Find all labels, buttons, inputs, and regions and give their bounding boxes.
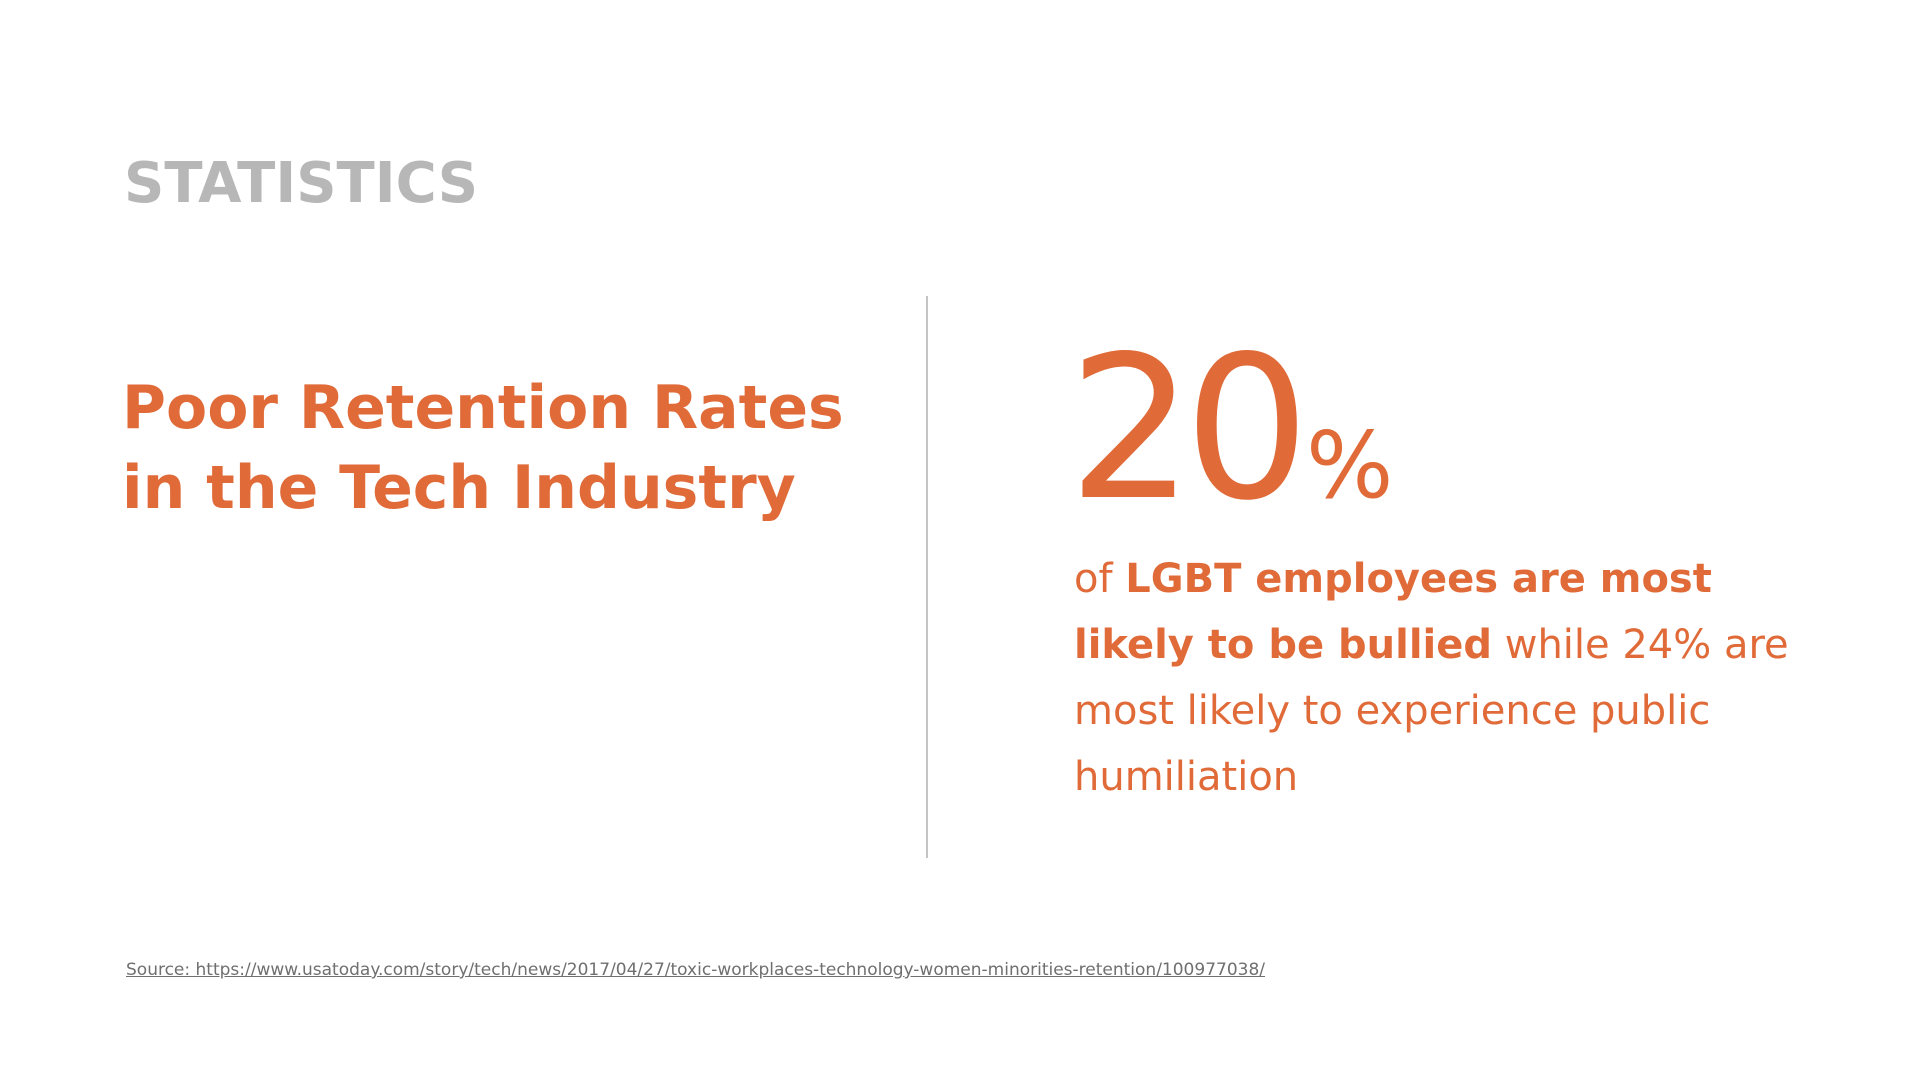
headline-line-2: in the Tech Industry <box>122 453 796 523</box>
stat-description: of LGBT employees are most likely to be … <box>1074 546 1834 810</box>
vertical-divider <box>926 296 928 858</box>
source-link[interactable]: Source: https://www.usatoday.com/story/t… <box>126 960 1265 980</box>
description-rest: while 24% are most likely to experience … <box>1074 622 1789 800</box>
headline: Poor Retention Rates in the Tech Industr… <box>122 368 882 528</box>
description-intro: of <box>1074 556 1126 602</box>
description-emphasis: LGBT employees are most likely to be bul… <box>1074 556 1712 668</box>
section-label: STATISTICS <box>124 151 479 216</box>
headline-line-1: Poor Retention Rates <box>122 373 844 443</box>
stat-unit: % <box>1305 412 1394 519</box>
stat-number: 20 <box>1068 313 1310 544</box>
stat-figure: 20% <box>1068 330 1393 528</box>
